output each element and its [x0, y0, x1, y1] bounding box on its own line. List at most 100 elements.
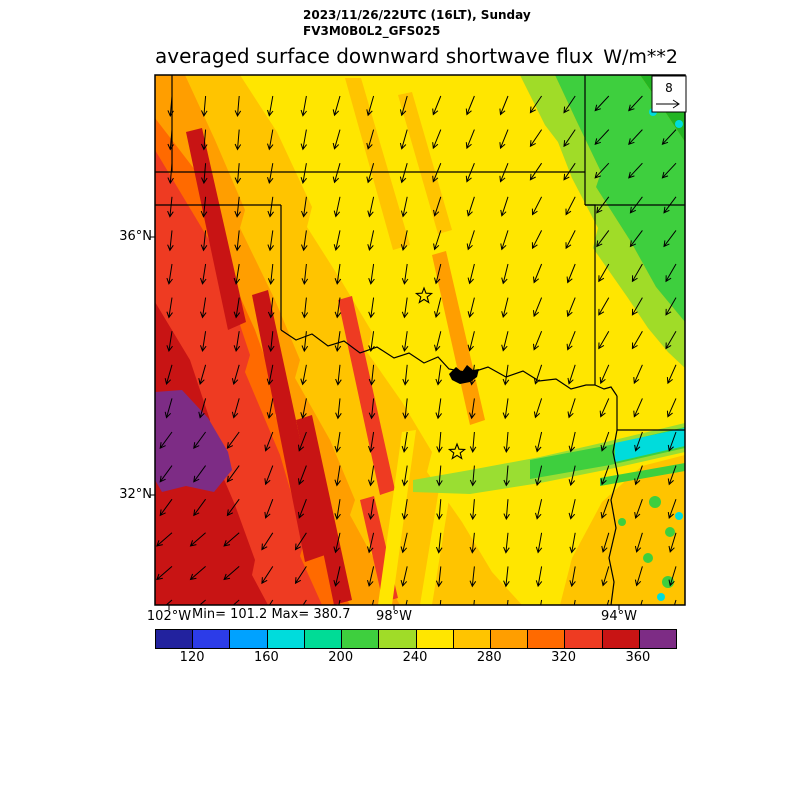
- wind-arrow-icon: [634, 465, 643, 486]
- plot-title: averaged surface downward shortwave flux: [155, 44, 594, 68]
- colorbar-tick-label: 320: [551, 650, 577, 665]
- wind-arrow-icon: [267, 129, 274, 151]
- wind-arrow-icon: [334, 263, 342, 285]
- wind-arrow-icon: [298, 465, 307, 486]
- wind-arrow-icon: [634, 499, 643, 519]
- wind-arrow-icon: [434, 263, 442, 285]
- wind-arrow-icon: [567, 364, 576, 385]
- wind-arrow-icon: [503, 532, 510, 554]
- wind-arrow-icon: [368, 297, 375, 319]
- lon-label-102w: 102°W: [146, 609, 192, 624]
- wind-arrow-icon: [600, 499, 610, 519]
- wind-arrow-icon: [433, 230, 442, 251]
- wind-arrow-icon: [223, 532, 240, 547]
- star-icon: [414, 286, 434, 304]
- wind-arrow-icon: [533, 398, 543, 419]
- colorbar-segment: [193, 630, 231, 648]
- wind-arrow-icon: [400, 230, 408, 252]
- wind-arrow-icon: [400, 196, 408, 218]
- colorbar-segment: [602, 630, 640, 648]
- wind-arrow-icon: [294, 532, 307, 551]
- wind-arrow-icon: [503, 431, 510, 453]
- wind-arrow-icon: [401, 263, 409, 285]
- wind-arrow-icon: [266, 398, 274, 420]
- wind-arrow-icon: [335, 364, 342, 386]
- wind-arrow-icon: [234, 196, 241, 218]
- wind-arrow-icon: [401, 331, 409, 353]
- wind-arrow-icon: [633, 364, 643, 385]
- wind-arrow-icon: [367, 196, 375, 218]
- wind-arrow-icon: [267, 331, 275, 353]
- wind-arrow-icon: [368, 263, 375, 285]
- wind-arrow-icon: [568, 465, 576, 487]
- wind-arrow-icon: [267, 196, 274, 218]
- map-frame: [154, 74, 686, 606]
- wind-arrow-icon: [367, 532, 375, 554]
- wind-arrow-icon: [400, 532, 408, 554]
- colorbar-tick-label: 360: [625, 650, 651, 665]
- wind-arrow-icon: [666, 398, 677, 418]
- wind-arrow-icon: [399, 163, 408, 184]
- colorbar-tick-label: 280: [476, 650, 502, 665]
- wind-arrow-icon: [606, 599, 610, 605]
- colorbar-segment: [304, 630, 343, 648]
- colorbar-segment: [267, 630, 305, 648]
- wind-arrow-icon: [667, 499, 677, 519]
- wind-arrow-icon: [366, 95, 375, 117]
- wind-arrow-icon: [594, 95, 610, 112]
- wind-arrow-icon: [298, 431, 307, 452]
- wind-arrow-icon: [563, 129, 576, 148]
- wind-arrow-icon: [401, 431, 409, 453]
- wind-arrow-icon: [167, 196, 174, 218]
- colorbar-segment: [379, 630, 417, 648]
- wind-arrow-icon: [189, 566, 206, 581]
- wind-arrow-icon: [529, 95, 543, 114]
- wind-arrow-icon: [201, 129, 208, 151]
- wind-arrow-icon: [435, 532, 443, 554]
- wind-arrow-icon: [566, 297, 576, 318]
- wind-arrow-icon: [368, 499, 375, 521]
- wind-arrow-icon: [368, 431, 375, 453]
- wind-arrow-icon: [568, 499, 576, 520]
- wind-arrow-icon: [200, 297, 207, 319]
- wind-arrow-icon: [540, 599, 543, 605]
- wind-arrow-icon: [667, 465, 677, 486]
- wind-arrow-icon: [233, 331, 241, 353]
- wind-arrow-icon: [226, 498, 240, 517]
- wind-arrow-icon: [435, 398, 442, 420]
- wind-arrow-icon: [167, 230, 174, 252]
- wind-arrow-icon: [569, 532, 576, 554]
- wind-arrow-icon: [634, 566, 643, 587]
- colorbar: [155, 629, 677, 649]
- wind-arrow-icon: [232, 599, 240, 605]
- wind-arrow-icon: [567, 398, 576, 419]
- wind-arrow-icon: [503, 566, 510, 588]
- valid-time-line: 2023/11/26/22UTC (16LT), Sunday: [303, 8, 531, 22]
- wind-arrow-icon: [334, 297, 342, 319]
- wind-arrow-icon: [434, 331, 442, 352]
- wind-arrow-icon: [200, 196, 208, 218]
- wind-arrow-icon: [435, 364, 442, 386]
- wind-arrow-icon: [300, 95, 307, 117]
- wind-arrow-icon: [261, 566, 274, 585]
- wind-arrow-icon: [469, 431, 477, 453]
- wind-arrow-icon: [368, 364, 376, 386]
- wind-arrow-icon: [631, 297, 643, 316]
- wind-arrow-icon: [628, 162, 643, 179]
- wind-arrow-icon: [226, 431, 240, 450]
- wind-arrow-icon: [535, 431, 543, 453]
- wind-arrow-icon: [264, 465, 274, 486]
- colorbar-tick-label: 120: [179, 650, 205, 665]
- wind-arrow-icon: [573, 599, 576, 605]
- colorbar-segment: [528, 630, 566, 648]
- wind-arrow-icon: [634, 532, 643, 553]
- wind-arrow-icon: [366, 129, 375, 150]
- wind-arrow-icon: [264, 431, 274, 452]
- wind-arrow-icon: [234, 95, 242, 117]
- wind-arrow-icon: [601, 532, 610, 553]
- wind-arrow-icon: [234, 163, 242, 185]
- wind-arrow-icon: [469, 465, 477, 487]
- wind-arrow-icon: [267, 163, 274, 184]
- wind-arrow-icon: [629, 230, 643, 248]
